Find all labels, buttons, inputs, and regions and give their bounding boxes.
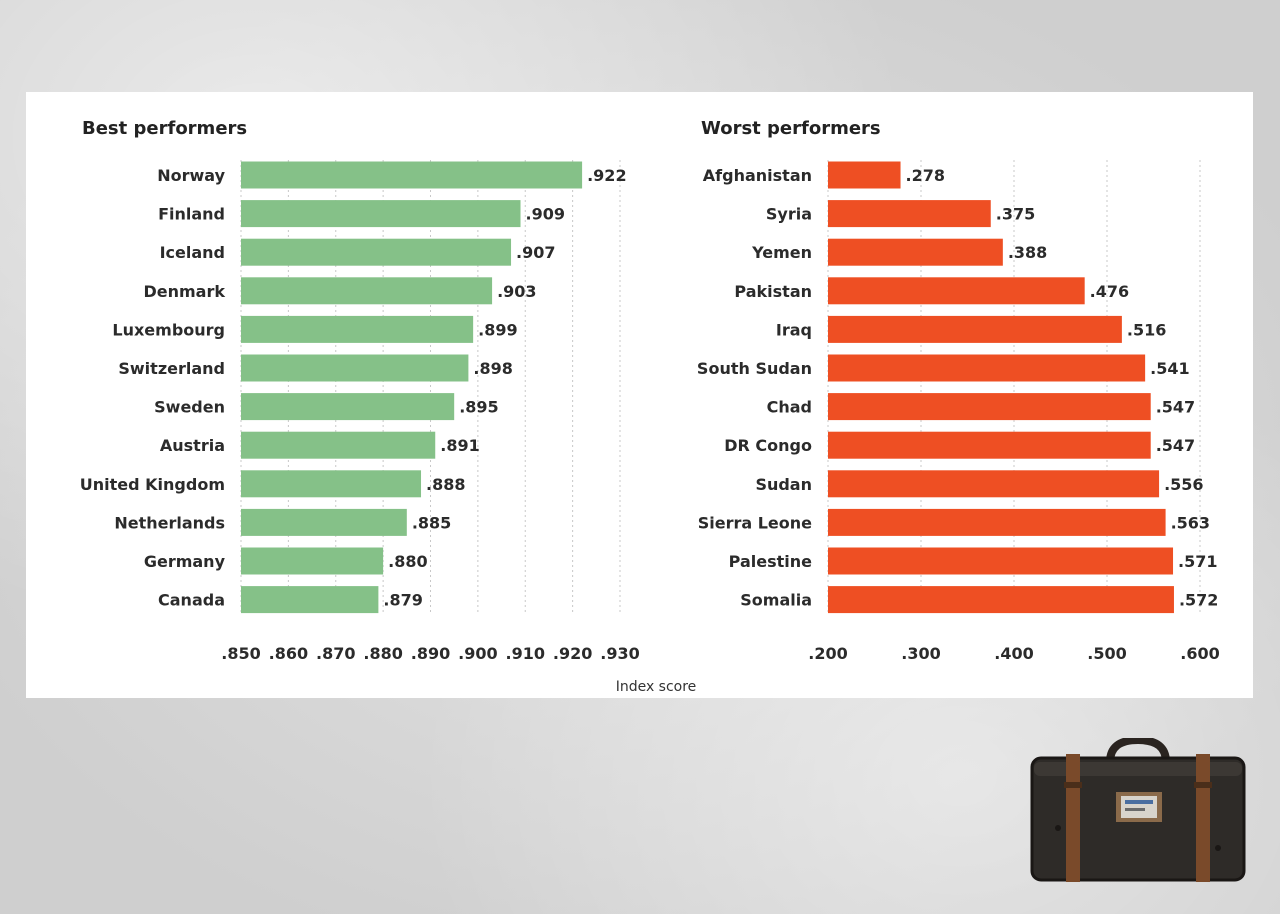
best-value-label: .885 (412, 513, 451, 532)
worst-tick-label: .300 (901, 644, 940, 663)
worst-bar (828, 431, 1151, 459)
best-tick-label: .900 (458, 644, 497, 663)
worst-tick-label: .600 (1180, 644, 1219, 663)
worst-value-label: .375 (996, 205, 1035, 224)
worst-value-label: .556 (1164, 475, 1203, 494)
suitcase-icon (1030, 738, 1246, 882)
best-category-label: Switzerland (118, 359, 225, 378)
best-bar (241, 238, 512, 266)
worst-tick-label: .400 (994, 644, 1033, 663)
worst-value-label: .541 (1150, 359, 1189, 378)
worst-bar (828, 161, 901, 189)
worst-tick-label: .500 (1087, 644, 1126, 663)
x-axis-title: Index score (616, 679, 697, 695)
best-bar (241, 315, 474, 343)
best-bar (241, 431, 436, 459)
best-bar (241, 547, 384, 575)
worst-value-label: .476 (1090, 282, 1129, 301)
best-bar (241, 586, 379, 614)
best-tick-label: .920 (553, 644, 592, 663)
best-category-label: Austria (160, 436, 225, 455)
best-value-label: .909 (526, 205, 565, 224)
best-value-label: .888 (426, 475, 465, 494)
worst-bar (828, 508, 1166, 536)
worst-category-label: DR Congo (724, 436, 812, 455)
worst-category-label: Sierra Leone (698, 513, 812, 532)
best-category-label: Norway (157, 166, 225, 185)
best-tick-label: .860 (269, 644, 308, 663)
best-bar (241, 161, 583, 189)
best-value-label: .891 (440, 436, 479, 455)
best-performers-chart: Norway .922 Finland .909 Iceland .907 Denmark.… (80, 160, 640, 663)
worst-value-label: .571 (1178, 552, 1217, 571)
worst-category-label: Syria (766, 205, 812, 224)
best-tick-label: .910 (506, 644, 545, 663)
best-value-label: .898 (473, 359, 512, 378)
worst-value-label: .547 (1156, 436, 1195, 455)
best-bar (241, 277, 493, 305)
worst-category-label: Chad (767, 398, 812, 417)
worst-category-label: Yemen (751, 243, 812, 262)
best-category-label: Denmark (143, 282, 225, 301)
best-value-label: .895 (459, 398, 498, 417)
worst-category-label: Sudan (755, 475, 812, 494)
worst-category-label: Afghanistan (703, 166, 812, 185)
best-bar (241, 393, 455, 421)
chart-panel: Norway .922 Finland .909 Iceland .907 Denmark.… (26, 92, 1253, 698)
best-tick-label: .930 (600, 644, 639, 663)
best-bar (241, 354, 469, 382)
best-tick-label: .890 (411, 644, 450, 663)
worst-bar (828, 238, 1003, 266)
best-value-label: .922 (587, 166, 626, 185)
best-category-label: Germany (144, 552, 226, 571)
best-tick-label: .870 (316, 644, 355, 663)
worst-value-label: .547 (1156, 398, 1195, 417)
worst-bar (828, 354, 1146, 382)
best-value-label: .879 (383, 591, 422, 610)
best-performers-title: Best performers (82, 118, 247, 139)
worst-bar (828, 200, 991, 228)
worst-bar (828, 393, 1151, 421)
best-tick-label: .850 (221, 644, 260, 663)
best-value-label: .903 (497, 282, 536, 301)
worst-value-label: .516 (1127, 320, 1166, 339)
worst-tick-label: .200 (808, 644, 847, 663)
best-category-label: United Kingdom (80, 475, 225, 494)
worst-value-label: .388 (1008, 243, 1047, 262)
best-value-label: .880 (388, 552, 427, 571)
best-category-label: Iceland (160, 243, 225, 262)
worst-bar (828, 470, 1160, 498)
worst-performers-chart: Afghanistan .278 Syria .375 Yemen .388 Pakista… (697, 160, 1220, 663)
worst-category-label: Somalia (740, 591, 812, 610)
worst-bar (828, 315, 1122, 343)
best-bar (241, 470, 422, 498)
worst-value-label: .563 (1171, 513, 1210, 532)
worst-category-label: Pakistan (734, 282, 812, 301)
worst-category-label: Palestine (729, 552, 812, 571)
worst-category-label: Iraq (776, 320, 812, 339)
best-tick-label: .880 (363, 644, 402, 663)
worst-value-label: .572 (1179, 591, 1218, 610)
best-bar (241, 200, 521, 228)
best-value-label: .907 (516, 243, 555, 262)
worst-bar (828, 547, 1174, 575)
best-bar (241, 508, 407, 536)
best-category-label: Canada (158, 591, 225, 610)
worst-category-label: South Sudan (697, 359, 812, 378)
best-category-label: Luxembourg (112, 320, 225, 339)
best-value-label: .899 (478, 320, 517, 339)
worst-bar (828, 586, 1174, 614)
worst-performers-title: Worst performers (701, 118, 881, 139)
best-category-label: Sweden (154, 398, 225, 417)
best-category-label: Netherlands (114, 513, 225, 532)
worst-value-label: .278 (906, 166, 945, 185)
worst-bar (828, 277, 1085, 305)
best-category-label: Finland (158, 205, 225, 224)
chart-svg: Norway .922 Finland .909 Iceland .907 Denmark.… (80, 118, 1220, 695)
